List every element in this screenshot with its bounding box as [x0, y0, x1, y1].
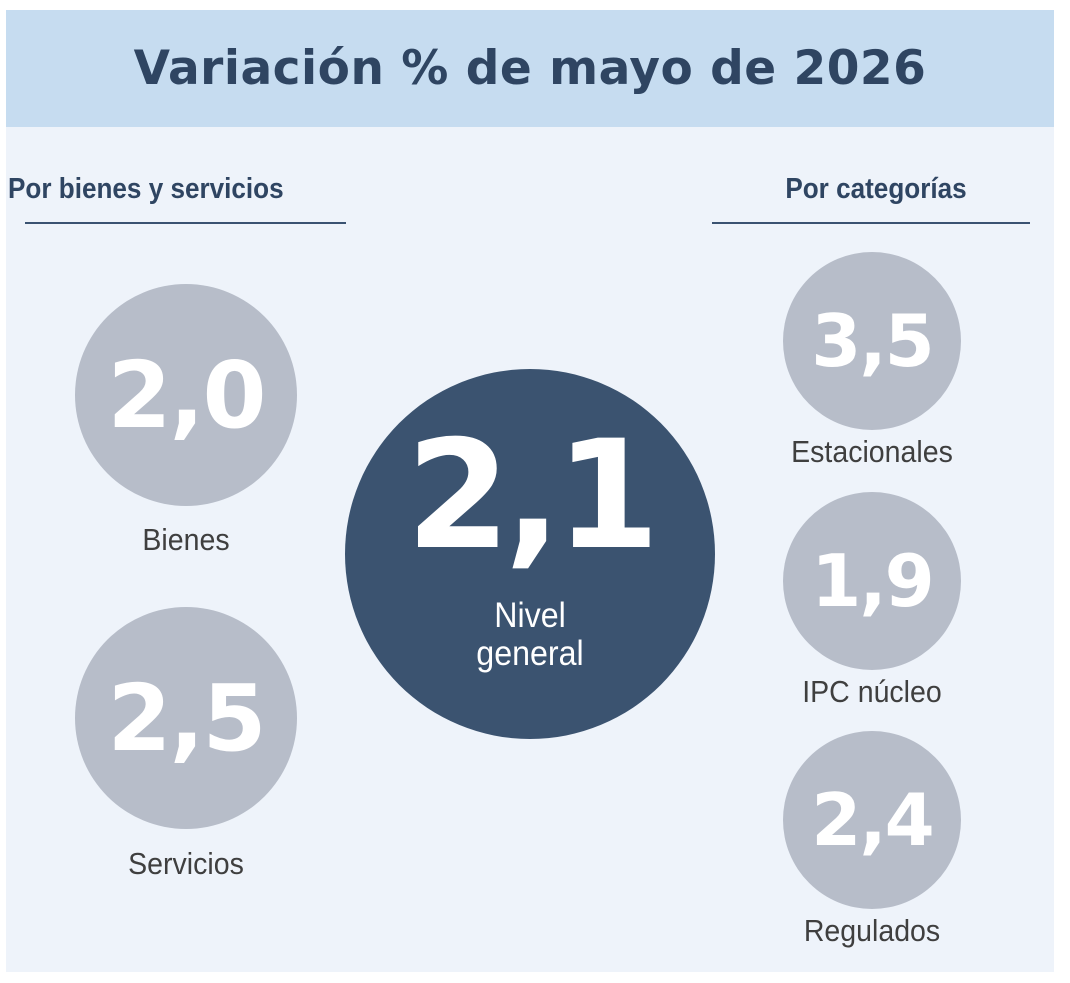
- left-section-heading: Por bienes y servicios: [8, 173, 284, 205]
- nivel-general-label: Nivel general: [360, 597, 700, 673]
- bienes-value: 2,0: [107, 341, 267, 449]
- estacionales-label: Estacionales: [791, 434, 953, 469]
- bienes-label: Bienes: [142, 522, 230, 557]
- estacionales-value: 3,5: [811, 299, 935, 383]
- nivel-general-value: 2,1: [406, 409, 660, 583]
- infographic-card: Variación % de mayo de 2026 Por bienes y…: [6, 10, 1054, 972]
- servicios-label: Servicios: [128, 846, 244, 881]
- ipc-nucleo-circle: 1,9: [783, 492, 961, 670]
- nivel-general-label-line2: general: [476, 634, 584, 673]
- servicios-circle: 2,5: [75, 607, 297, 829]
- estacionales-circle: 3,5: [783, 252, 961, 430]
- servicios-value: 2,5: [107, 664, 267, 772]
- regulados-label: Regulados: [803, 913, 941, 948]
- left-section-rule: [25, 222, 346, 224]
- ipc-nucleo-label: IPC núcleo: [802, 674, 942, 709]
- ipc-nucleo-value: 1,9: [811, 539, 935, 623]
- regulados-circle: 2,4: [783, 731, 961, 909]
- nivel-general-circle: 2,1 Nivel general: [345, 369, 715, 739]
- right-section-heading: Por categorías: [785, 173, 967, 205]
- right-section-rule: [712, 222, 1030, 224]
- nivel-general-label-line1: Nivel: [494, 596, 566, 635]
- regulados-value: 2,4: [811, 778, 935, 862]
- bienes-circle: 2,0: [75, 284, 297, 506]
- page-title: Variación % de mayo de 2026: [133, 41, 927, 96]
- title-banner: Variación % de mayo de 2026: [6, 10, 1054, 127]
